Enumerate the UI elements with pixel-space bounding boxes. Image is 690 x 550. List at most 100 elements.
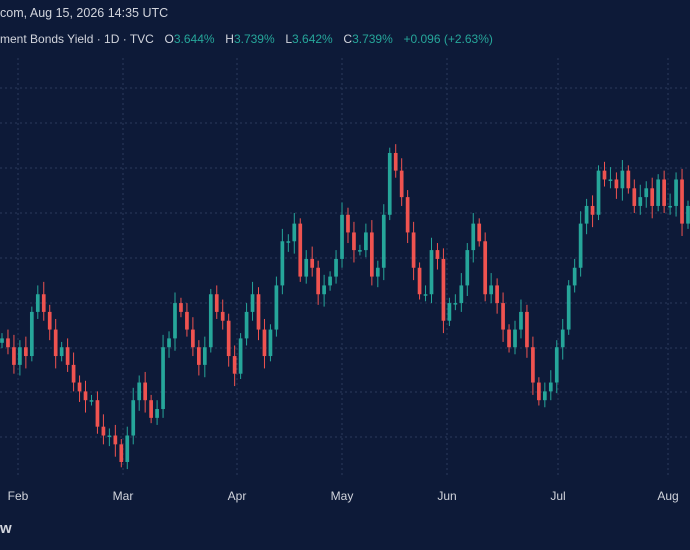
candle-body xyxy=(214,294,219,312)
candle xyxy=(554,340,559,394)
candle-body xyxy=(578,223,583,268)
candle-body xyxy=(119,444,124,462)
candle-body xyxy=(352,232,356,251)
x-tick-jul: Jul xyxy=(550,489,565,503)
candle xyxy=(548,370,553,401)
candle-body xyxy=(566,285,571,330)
candle xyxy=(399,158,404,206)
candle-body xyxy=(244,311,249,339)
candle xyxy=(417,262,422,300)
candle-body xyxy=(560,329,565,348)
candle-body xyxy=(340,214,344,259)
candle-body xyxy=(179,303,183,312)
candle-body xyxy=(584,205,589,224)
candle xyxy=(77,375,82,402)
candle-body xyxy=(489,285,493,295)
candle-body xyxy=(101,426,106,436)
candle-body xyxy=(369,232,374,277)
candle xyxy=(566,280,571,335)
candle-body xyxy=(674,179,678,206)
candle xyxy=(596,165,601,221)
low-value: 3.642% xyxy=(292,32,333,46)
candle-body xyxy=(286,241,291,243)
candle-body xyxy=(29,311,34,357)
candle-body xyxy=(453,303,458,305)
candle-body xyxy=(542,391,547,401)
candle xyxy=(495,278,499,314)
candle-body xyxy=(405,197,410,233)
candle-body xyxy=(686,205,690,224)
candle xyxy=(155,400,159,425)
candle xyxy=(83,380,88,413)
candle xyxy=(411,221,416,281)
close-label: C xyxy=(343,32,353,46)
candle-body xyxy=(202,347,207,365)
candle-body xyxy=(256,294,261,330)
candle xyxy=(101,414,106,445)
candle-body xyxy=(155,409,159,418)
candle xyxy=(674,172,678,217)
candle-body xyxy=(680,179,684,224)
candle-body xyxy=(620,170,625,189)
candle xyxy=(12,334,16,374)
candle-body xyxy=(632,188,637,206)
candle-body xyxy=(95,400,100,427)
candle-body xyxy=(65,347,70,365)
candle xyxy=(6,329,10,355)
candle-body xyxy=(35,294,40,312)
candle xyxy=(626,165,631,194)
candle xyxy=(459,273,464,312)
candle xyxy=(125,426,130,470)
candle xyxy=(29,306,34,362)
candle xyxy=(435,243,440,270)
candle xyxy=(292,213,297,254)
candle-body xyxy=(626,170,631,189)
candle-body xyxy=(6,338,10,348)
candle xyxy=(244,303,249,346)
candle xyxy=(602,161,607,187)
candle xyxy=(197,340,201,376)
candle xyxy=(364,223,368,258)
candle xyxy=(471,213,476,263)
candle-body xyxy=(441,258,446,321)
candle-body xyxy=(429,250,434,295)
candle xyxy=(489,273,493,304)
candle xyxy=(584,198,589,235)
candle-body xyxy=(548,382,553,392)
candle xyxy=(89,394,94,406)
candle-body xyxy=(602,170,607,180)
candle xyxy=(620,160,625,201)
candle-body xyxy=(310,258,315,268)
candle-body xyxy=(596,170,601,215)
candle xyxy=(507,324,511,353)
x-tick-jun: Jun xyxy=(437,489,456,503)
candle xyxy=(369,220,374,286)
candle-body xyxy=(77,382,82,392)
candle xyxy=(256,287,261,341)
candle xyxy=(47,304,52,341)
candle-body xyxy=(608,179,613,181)
candle xyxy=(668,193,672,215)
candle-body xyxy=(334,258,338,277)
candle-body xyxy=(650,188,655,206)
candle xyxy=(650,177,655,219)
candle xyxy=(119,439,124,468)
candle xyxy=(352,221,356,263)
candle-body xyxy=(477,223,482,242)
candle-body xyxy=(113,435,118,445)
candle xyxy=(465,243,470,297)
candle-body xyxy=(495,285,499,304)
change-value: +0.096 (+2.63%) xyxy=(403,32,493,46)
candle xyxy=(519,299,523,339)
brand-logo-fragment: w xyxy=(0,520,12,537)
candle xyxy=(143,371,148,413)
high-value: 3.739% xyxy=(233,32,275,46)
candle-body xyxy=(399,170,404,198)
candle-body xyxy=(304,258,309,277)
candle-body xyxy=(268,329,273,357)
candle xyxy=(328,271,332,291)
candle xyxy=(310,246,315,277)
candle-body xyxy=(232,356,237,374)
candle-body xyxy=(220,311,225,321)
